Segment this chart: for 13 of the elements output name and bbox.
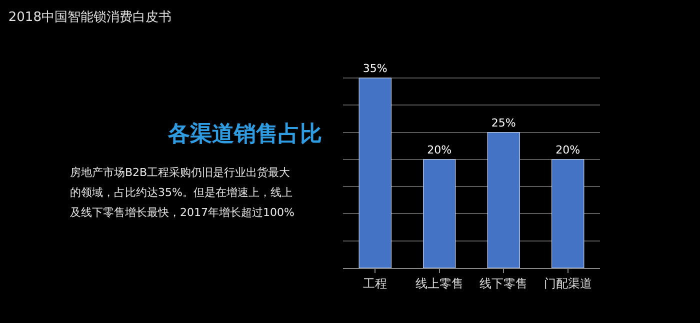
text: 房地产市场B2B工程采购仍旧是行业出货最大 <box>70 166 290 179</box>
x-tick-label: 工程 <box>363 276 388 290</box>
text: 及线下零售增长最快，2017年增长超过100% <box>70 206 294 219</box>
x-tick-label: 门配渠道 <box>544 276 592 290</box>
data-label: 35% <box>362 62 388 75</box>
text: 各渠道销售占比 <box>167 122 322 147</box>
text: 2018中国智能锁消费白皮书 <box>8 10 172 26</box>
x-tick-label: 线下零售 <box>480 276 528 290</box>
data-label: 20% <box>427 143 452 156</box>
data-label: 20% <box>556 143 580 156</box>
x-tick-label: 线上零售 <box>415 276 464 290</box>
text: 的领域，占比约达35%。但是在增速上，线上 <box>70 186 292 199</box>
data-label: 25% <box>491 116 516 130</box>
